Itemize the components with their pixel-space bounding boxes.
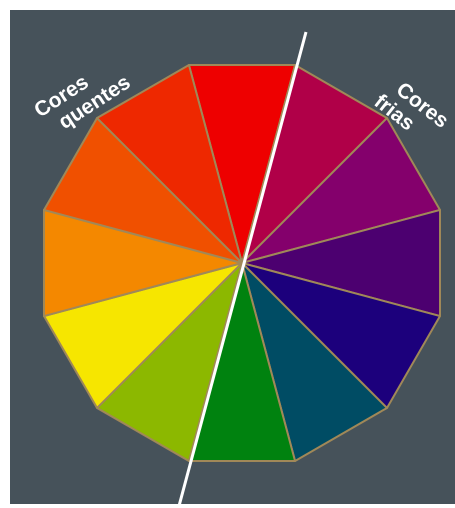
wheel-segment-red-orange (96, 63, 243, 264)
warm-cool-divider-line (177, 31, 308, 507)
color-wheel (42, 63, 442, 463)
